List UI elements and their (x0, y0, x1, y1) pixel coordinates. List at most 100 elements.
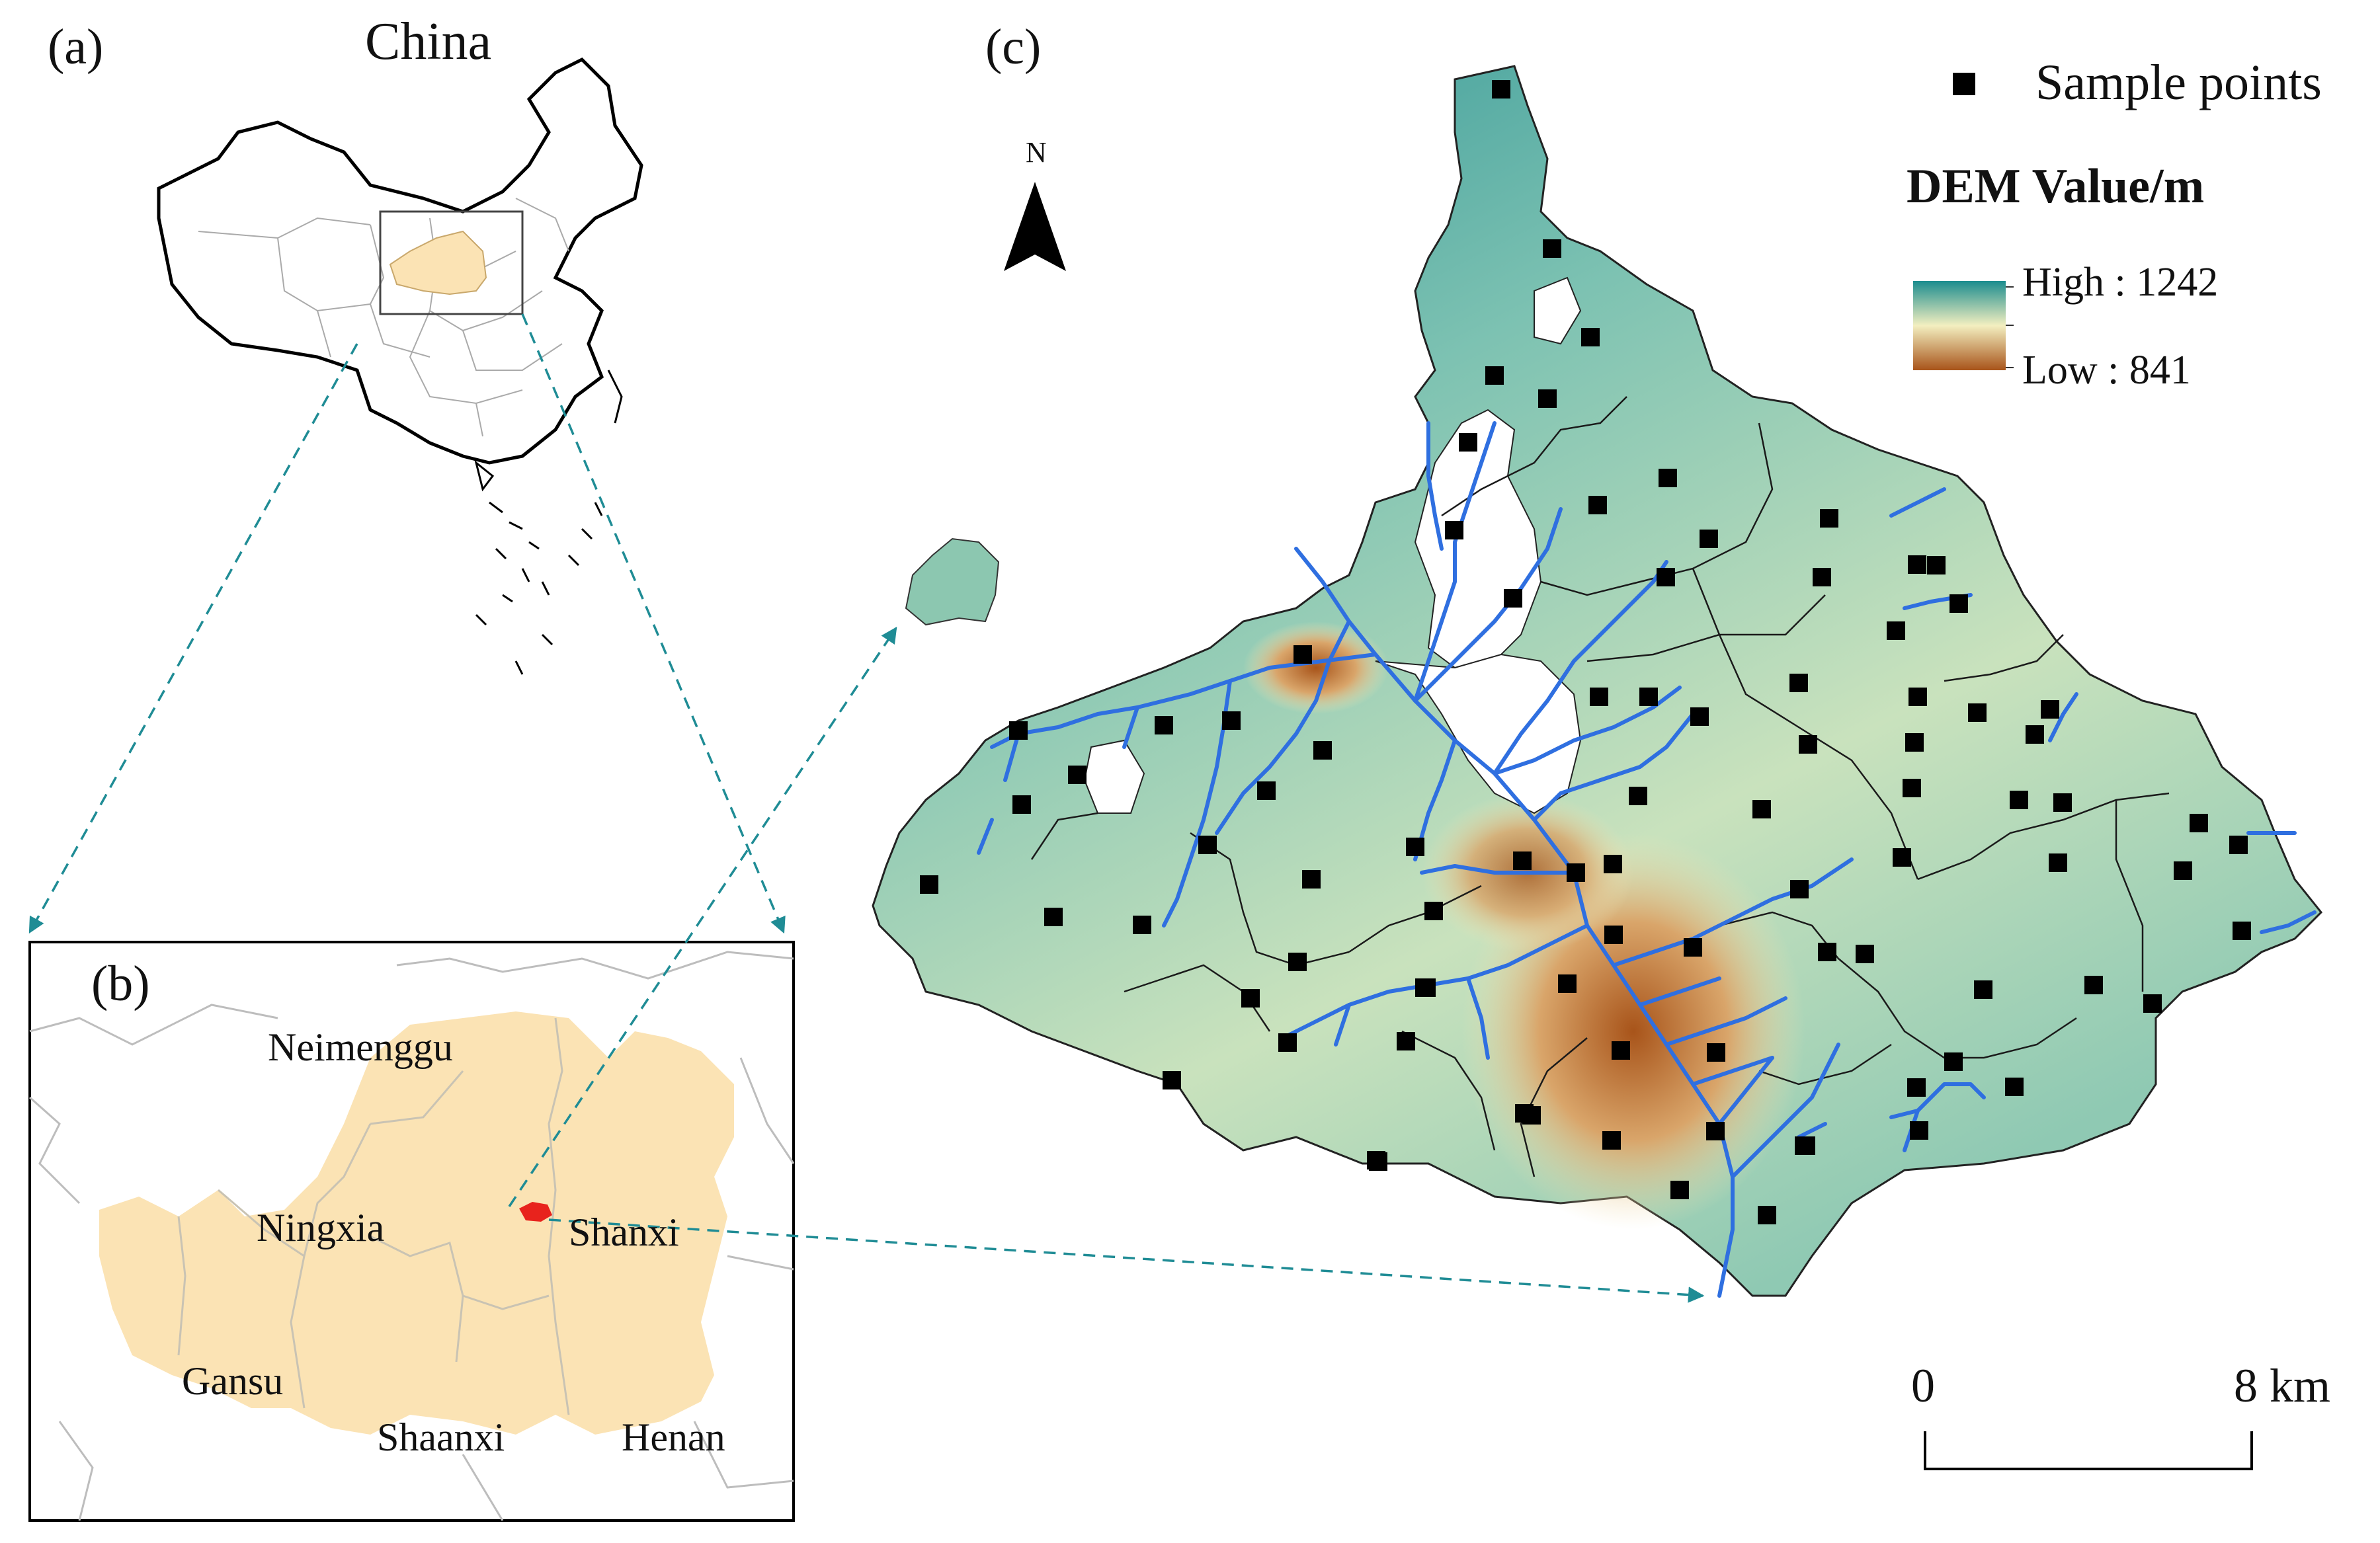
sample-point (1758, 1206, 1776, 1224)
north-arrow-label: N (1026, 136, 1047, 169)
sample-point (1424, 902, 1443, 920)
legend-dem-colorbar (1913, 281, 2006, 370)
sample-point (1513, 851, 1532, 870)
north-arrow (1004, 182, 1066, 271)
sample-point (2041, 700, 2059, 719)
sample-point (2049, 853, 2067, 872)
sample-point (1795, 1136, 1813, 1155)
legend-dem-title: DEM Value/m (1907, 159, 2205, 214)
sample-point (1813, 568, 1831, 586)
sample-point (1790, 880, 1809, 898)
legend-sample-point-symbol (1953, 73, 1975, 95)
sample-point (1659, 469, 1677, 487)
sample-point (1163, 1071, 1181, 1089)
sample-point (1445, 521, 1463, 539)
sample-point (1543, 239, 1561, 258)
sample-point (1044, 908, 1063, 926)
sample-point (1707, 1043, 1725, 1062)
sample-point (1257, 781, 1276, 800)
sample-point (1910, 1121, 1928, 1140)
region-label-gansu: Gansu (182, 1359, 284, 1403)
scale-bar-start-label: 0 (1911, 1359, 1935, 1412)
panel-c-label: (c) (985, 19, 1042, 75)
arrow-china-to-region-left (28, 343, 358, 934)
region-label-henan: Henan (622, 1415, 725, 1459)
sample-point (1581, 328, 1600, 346)
sample-point (1820, 509, 1838, 528)
sample-point (1789, 674, 1808, 692)
sample-point (1657, 568, 1675, 586)
sample-point (2190, 814, 2208, 832)
sample-point (920, 875, 938, 894)
region-label-neimenggu: Neimenggu (268, 1025, 453, 1069)
sample-point (1602, 1131, 1621, 1150)
sample-point (1612, 1041, 1630, 1060)
sample-point (2053, 793, 2072, 812)
sample-point (1567, 863, 1585, 882)
sample-point (1944, 1052, 1963, 1071)
connector-arrows (28, 313, 1705, 1303)
sample-point (2005, 1078, 2024, 1096)
sample-point (1700, 530, 1718, 548)
south-china-sea-islands (474, 370, 623, 675)
sample-point (1949, 594, 1968, 613)
panel-a-title: China (365, 13, 492, 71)
panel-a-label: (a) (48, 19, 104, 75)
dem-excluded-area-3 (1534, 276, 1582, 345)
sample-point (1604, 855, 1622, 873)
sample-point (1639, 688, 1658, 706)
region-label-shaanxi: Shaanxi (377, 1415, 505, 1459)
sample-point (1012, 795, 1031, 814)
sample-point (1222, 711, 1241, 730)
sample-point (1907, 1078, 1926, 1097)
arrow-china-to-region-right (521, 313, 786, 934)
sample-point (1706, 1122, 1725, 1140)
sample-point (1974, 980, 1992, 999)
sample-point (1278, 1033, 1297, 1052)
legend-sample-points-label: Sample points (2035, 55, 2322, 110)
sample-point (1538, 389, 1557, 408)
region-label-ningxia: Ningxia (257, 1206, 385, 1249)
loess-plateau-region (99, 1011, 734, 1435)
sample-point (1856, 945, 1874, 963)
loess-plateau-region-small (389, 230, 487, 296)
legend-high-label: High : 1242 (2022, 260, 2219, 305)
scale-bar-line (1924, 1431, 2253, 1470)
china-map (157, 57, 643, 675)
dem-map (872, 65, 2323, 1298)
arrow-region-to-detail (508, 626, 897, 1207)
north-arrow-symbol (1004, 182, 1066, 271)
sample-point (1799, 735, 1817, 754)
scale-bar (1924, 1431, 2253, 1470)
sample-point (1406, 838, 1424, 856)
sample-point (1068, 766, 1087, 784)
loess-province-lines (177, 1017, 570, 1415)
arrow-region-to-outlet (548, 1218, 1705, 1303)
sample-point (1670, 1181, 1689, 1199)
regional-map (28, 941, 795, 1522)
sample-point (1198, 836, 1217, 854)
sample-point (2229, 836, 2248, 854)
sample-point (1504, 589, 1522, 608)
sample-point (2026, 725, 2044, 744)
sample-point (1927, 556, 1946, 574)
sample-point (1590, 688, 1608, 706)
sample-point (1492, 80, 1510, 99)
sample-point (1908, 555, 1926, 574)
study-area-marker (519, 1202, 552, 1222)
sample-point (1397, 1032, 1415, 1050)
sample-point (1893, 848, 1911, 867)
sample-point (1369, 1152, 1387, 1171)
sample-point (1293, 645, 1312, 664)
dem-excluded-area-2 (1375, 653, 1582, 814)
sample-point (1288, 953, 1307, 971)
sample-point (1887, 621, 1905, 640)
sample-point (1588, 496, 1607, 514)
sample-point (2084, 976, 2103, 994)
china-inset-box (379, 210, 524, 315)
sample-point (1155, 716, 1173, 734)
dem-detached-fragment (905, 537, 1000, 626)
regional-background-lines (29, 951, 795, 1521)
sample-point (2233, 922, 2251, 940)
